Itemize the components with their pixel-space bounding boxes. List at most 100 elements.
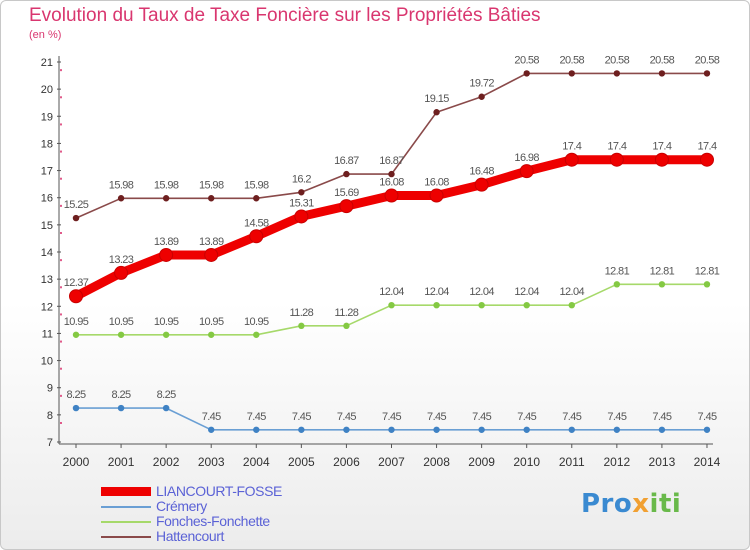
data-label-fonches-fonchette-2013: 12.81	[650, 265, 675, 277]
data-label-cremery-2011: 7.45	[562, 411, 581, 423]
legend-swatch-hattencourt	[101, 536, 151, 538]
point-cremery-2003	[208, 426, 215, 433]
data-label-hattencourt-2011: 20.58	[560, 54, 585, 66]
point-cremery-2010	[523, 426, 530, 433]
data-label-fonches-fonchette-2005: 11.28	[289, 307, 313, 319]
data-label-liancourt-fosse-2008: 16.08	[424, 177, 449, 189]
y-tick-label-15: 15	[41, 220, 53, 232]
point-liancourt-fosse-2012	[609, 152, 624, 167]
data-label-cremery-2012: 7.45	[607, 411, 626, 423]
x-tick-label-2012: 2012	[603, 455, 630, 469]
chart-unit-label: (en %)	[29, 29, 62, 41]
point-cremery-2014	[703, 426, 711, 433]
data-label-liancourt-fosse-2004: 14.58	[244, 217, 269, 229]
y-minor-tick-20	[60, 69, 62, 72]
legend-label-cremery: Crémery	[156, 498, 207, 514]
y-tick-label-16: 16	[41, 193, 53, 205]
point-liancourt-fosse-2011	[564, 152, 579, 167]
point-hattencourt-2002	[162, 195, 170, 202]
point-liancourt-fosse-2005	[294, 209, 309, 224]
data-label-cremery-2014: 7.45	[697, 411, 716, 423]
data-label-cremery-2006: 7.45	[337, 411, 356, 423]
data-label-hattencourt-2000: 15.25	[64, 199, 89, 211]
y-minor-tick-19	[60, 96, 62, 99]
point-fonches-fonchette-2004	[253, 331, 260, 338]
point-cremery-2002	[162, 404, 170, 412]
data-label-fonches-fonchette-2006: 11.28	[335, 307, 359, 319]
point-hattencourt-2005	[298, 189, 305, 196]
data-label-fonches-fonchette-2001: 10.95	[109, 316, 134, 328]
y-minor-tick-11	[60, 313, 62, 316]
data-label-hattencourt-2001: 15.98	[109, 179, 134, 191]
point-cremery-2012	[613, 426, 621, 433]
data-label-cremery-2000: 8.25	[66, 389, 85, 401]
data-label-cremery-2004: 7.45	[247, 411, 266, 423]
point-liancourt-fosse-2010	[519, 164, 534, 179]
point-liancourt-fosse-2000	[69, 289, 83, 304]
data-label-fonches-fonchette-2007: 12.04	[379, 286, 404, 298]
data-label-fonches-fonchette-2008: 12.04	[424, 286, 449, 298]
legend-swatch-fonches-fonchette	[101, 521, 151, 523]
point-cremery-2001	[117, 404, 125, 412]
data-label-liancourt-fosse-2011: 17.4	[562, 141, 581, 153]
data-label-liancourt-fosse-2009: 16.48	[469, 166, 494, 178]
point-fonches-fonchette-2006	[343, 322, 350, 330]
point-cremery-2011	[568, 426, 575, 433]
data-label-fonches-fonchette-2009: 12.04	[469, 286, 494, 298]
proxiti-logo: Proxiti	[581, 489, 681, 519]
y-minor-tick-14	[60, 232, 62, 234]
logo-part-1: Pro	[581, 489, 633, 519]
data-label-fonches-fonchette-2003: 10.95	[199, 316, 224, 328]
data-label-hattencourt-2002: 15.98	[154, 179, 179, 191]
data-label-fonches-fonchette-2004: 10.95	[244, 316, 269, 328]
y-minor-tick-10	[60, 340, 62, 343]
point-liancourt-fosse-2009	[474, 177, 489, 192]
point-liancourt-fosse-2002	[159, 247, 174, 262]
data-label-hattencourt-2006: 16.87	[334, 155, 359, 167]
y-minor-tick-13	[60, 259, 62, 262]
legend-label-fonches-fonchette: Fonches-Fonchette	[156, 513, 270, 529]
x-tick-label-2003: 2003	[198, 455, 225, 469]
logo-part-3: iti	[649, 489, 682, 519]
point-fonches-fonchette-2014	[703, 281, 711, 288]
data-label-fonches-fonchette-2011: 12.04	[560, 286, 585, 298]
data-label-liancourt-fosse-2013: 17.4	[652, 141, 671, 153]
point-cremery-2006	[343, 426, 350, 433]
point-liancourt-fosse-2013	[654, 152, 669, 167]
data-label-fonches-fonchette-2000: 10.95	[64, 316, 89, 328]
y-minor-tick-16	[60, 177, 62, 180]
y-tick-label-20: 20	[41, 84, 53, 96]
data-label-liancourt-fosse-2010: 16.98	[514, 152, 539, 164]
data-label-cremery-2007: 7.45	[382, 411, 401, 423]
point-fonches-fonchette-2002	[162, 331, 170, 338]
data-label-hattencourt-2004: 15.98	[244, 179, 269, 191]
data-label-cremery-2002: 8.25	[157, 389, 176, 401]
point-liancourt-fosse-2014	[699, 152, 714, 167]
data-label-cremery-2009: 7.45	[472, 411, 491, 423]
point-hattencourt-2000	[72, 214, 80, 222]
legend-label-liancourt-fosse: LIANCOURT-FOSSE	[156, 483, 282, 499]
point-liancourt-fosse-2001	[114, 265, 129, 280]
legend-item-liancourt-fosse: LIANCOURT-FOSSE	[101, 484, 282, 499]
data-label-liancourt-fosse-2003: 13.89	[199, 236, 224, 248]
point-hattencourt-2008	[433, 109, 440, 116]
point-hattencourt-2003	[208, 195, 215, 202]
x-tick-label-2008: 2008	[423, 455, 450, 469]
legend-item-cremery: Crémery	[101, 499, 282, 514]
point-hattencourt-2012	[613, 70, 621, 77]
point-fonches-fonchette-2009	[478, 302, 485, 309]
y-minor-tick-17	[60, 150, 62, 153]
point-cremery-2000	[72, 404, 80, 412]
point-fonches-fonchette-2012	[613, 281, 621, 288]
point-fonches-fonchette-2013	[658, 281, 666, 288]
data-label-cremery-2008: 7.45	[427, 411, 446, 423]
point-liancourt-fosse-2006	[339, 199, 354, 214]
y-tick-label-12: 12	[41, 301, 53, 313]
x-tick-label-2009: 2009	[468, 455, 495, 469]
data-label-hattencourt-2013: 20.58	[650, 54, 675, 66]
legend-item-fonches-fonchette: Fonches-Fonchette	[101, 514, 282, 529]
point-fonches-fonchette-2001	[117, 331, 125, 338]
data-label-hattencourt-2010: 20.58	[514, 54, 539, 66]
point-cremery-2005	[298, 426, 305, 433]
legend-swatch-liancourt-fosse	[101, 487, 151, 496]
